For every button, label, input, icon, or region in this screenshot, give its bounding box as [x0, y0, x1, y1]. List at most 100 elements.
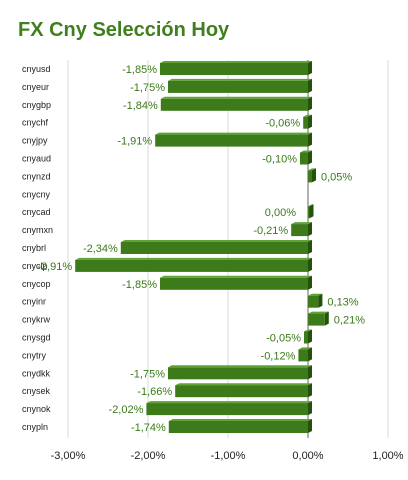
category-label: cnyeur: [22, 82, 49, 92]
category-label: cnymxn: [22, 225, 53, 235]
category-label: cnycny: [22, 189, 51, 199]
value-label: -0,06%: [265, 118, 300, 130]
bar-side-face: [308, 401, 312, 416]
category-label: cnychf: [22, 118, 49, 128]
bar-top-face: [120, 240, 312, 242]
category-label: cnydkk: [22, 368, 51, 378]
x-tick-label: 1,00%: [372, 450, 403, 462]
category-label: cnyclp: [22, 261, 48, 271]
x-tick-label: -2,00%: [131, 450, 166, 462]
bar-side-face: [308, 257, 312, 272]
value-label: -1,75%: [130, 368, 165, 380]
bar-top-face: [291, 222, 312, 225]
bar-top-face: [146, 401, 312, 404]
bar-front-face: [160, 63, 308, 75]
bar-front-face: [308, 206, 310, 219]
bar-front-face: [303, 116, 308, 129]
category-label: cnycop: [22, 279, 51, 289]
bar-front-face: [75, 259, 308, 272]
bar: [160, 96, 312, 111]
bar-top-face: [303, 114, 312, 117]
bar-front-face: [304, 331, 308, 344]
bar: [120, 240, 312, 254]
value-label: -1,85%: [122, 279, 157, 291]
bar-side-face: [308, 150, 312, 165]
bar-top-face: [175, 383, 312, 386]
bar-top-face: [160, 96, 312, 99]
category-label: cnypln: [22, 422, 48, 432]
category-label: cnysek: [22, 386, 51, 396]
bar-top-face: [308, 311, 329, 314]
value-label: -0,05%: [266, 333, 301, 345]
value-label: 0,00%: [265, 207, 296, 219]
value-label: -0,12%: [261, 350, 296, 362]
category-label: cnygbp: [22, 100, 51, 110]
bar: [300, 150, 312, 165]
bar-side-face: [308, 240, 312, 254]
bar-side-face: [308, 222, 312, 237]
category-label: cnysgd: [22, 333, 51, 343]
bar-side-face: [308, 275, 312, 290]
bar-side-face: [308, 61, 312, 75]
bar-side-face: [308, 347, 312, 362]
value-label: -0,10%: [262, 154, 297, 166]
bar: [160, 61, 312, 75]
bar-front-face: [146, 403, 308, 416]
bar-side-face: [308, 96, 312, 111]
category-label: cnynzd: [22, 171, 51, 181]
bar-side-face: [308, 329, 312, 344]
category-label: cnykrw: [22, 315, 51, 325]
bar-top-face: [298, 347, 312, 350]
value-label: -1,84%: [123, 100, 158, 112]
bar-side-face: [308, 114, 312, 129]
bar-top-face: [160, 61, 312, 63]
value-label: 0,21%: [334, 315, 365, 327]
bar-front-face: [300, 152, 308, 165]
bars: [75, 61, 329, 433]
bar-front-face: [160, 98, 308, 111]
category-label: cnycad: [22, 207, 51, 217]
bar: [175, 383, 312, 398]
value-label: -1,75%: [130, 82, 165, 94]
bar-top-face: [308, 168, 316, 171]
bar: [308, 293, 323, 308]
bar-front-face: [155, 134, 308, 147]
bar-top-face: [308, 204, 314, 207]
bar-side-face: [309, 204, 314, 219]
bar-front-face: [160, 277, 308, 290]
category-labels: cnyusd cnyeur cnygbp cnychf cnyjpy cnyaud cnyn…: [22, 64, 53, 432]
bar: [168, 419, 312, 433]
x-tick-label: 0,00%: [292, 450, 323, 462]
x-tick-label: -3,00%: [51, 450, 86, 462]
bar-front-face: [308, 170, 312, 183]
bar-front-face: [168, 421, 308, 433]
x-axis-tick-labels: -3,00% -2,00% -1,00% 0,00% 1,00%: [51, 450, 404, 462]
bar: [75, 257, 312, 272]
bar-top-face: [304, 329, 312, 332]
bar: [308, 311, 329, 326]
bar-top-face: [75, 257, 312, 260]
bar-side-face: [324, 311, 329, 326]
value-label: -2,34%: [83, 243, 118, 255]
value-label: -1,91%: [117, 136, 152, 148]
value-label: -0,21%: [253, 225, 288, 237]
bar: [304, 329, 312, 344]
bar: [298, 347, 312, 362]
category-label: cnynok: [22, 404, 51, 414]
value-label: -1,85%: [122, 64, 157, 76]
category-label: cnyaud: [22, 154, 51, 164]
bar: [168, 365, 312, 380]
bar: [168, 78, 312, 93]
bar-side-face: [308, 383, 312, 398]
bar-top-face: [168, 78, 312, 81]
bar-top-face: [308, 293, 323, 296]
bar-front-face: [291, 224, 308, 237]
value-label: -1,66%: [137, 386, 172, 398]
bar: [308, 204, 314, 219]
x-tick-label: -1,00%: [211, 450, 246, 462]
category-label: cnytry: [22, 350, 47, 360]
value-labels: -1,85% -1,75% -1,84% -0,06% -1,91% -0,10% 0,05…: [37, 64, 365, 434]
bar: [308, 168, 316, 183]
value-label: -2,91%: [37, 261, 72, 273]
